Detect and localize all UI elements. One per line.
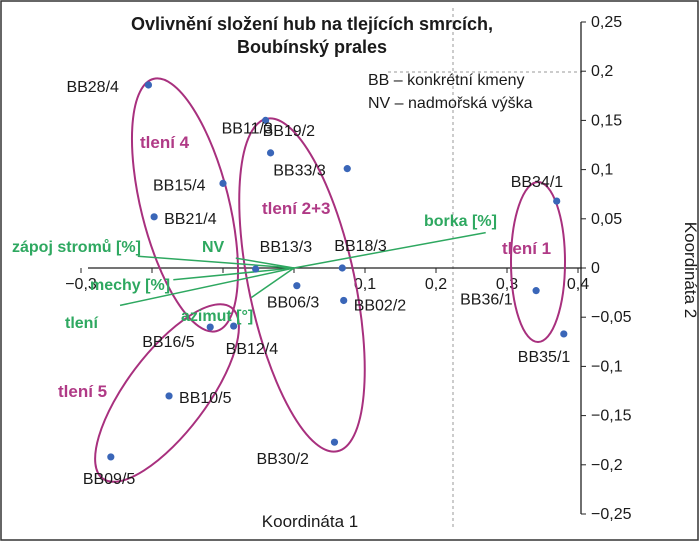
x-axis-title: Koordináta 1 bbox=[262, 512, 358, 531]
data-point bbox=[262, 116, 270, 124]
y-tick-label: 0 bbox=[591, 260, 600, 277]
group-ellipse-tleni-4 bbox=[130, 77, 240, 333]
point-label: BB18/3 bbox=[334, 238, 387, 255]
env-label-zapoj-stromu: zápoj stromů [%] bbox=[12, 239, 141, 256]
group-ellipse-tleni-1 bbox=[510, 181, 566, 343]
point-label: BB30/2 bbox=[256, 451, 309, 468]
point-label: BB06/3 bbox=[267, 295, 320, 312]
x-tick-label: 0,3 bbox=[496, 276, 518, 293]
y-tick-label: −0,2 bbox=[591, 457, 623, 474]
point-label: BB28/4 bbox=[66, 79, 119, 96]
group-label-tleni-2-3: tlení 2+3 bbox=[262, 199, 331, 218]
point-label: BB11/3 bbox=[222, 120, 273, 137]
env-vector-line bbox=[235, 257, 295, 269]
env-vectors bbox=[119, 231, 486, 307]
env-label-mechy: mechy [%] bbox=[90, 277, 170, 294]
data-point bbox=[206, 323, 214, 331]
point-label: BB15/4 bbox=[153, 177, 206, 194]
point-label: BB36/1 bbox=[460, 292, 513, 309]
point-label: BB10/5 bbox=[179, 390, 232, 407]
point-label: BB19/2 bbox=[263, 123, 316, 140]
chart-title-line-2: Boubínský prales bbox=[237, 37, 387, 57]
point-label: BB16/5 bbox=[142, 334, 195, 351]
y-tick-label: 0,05 bbox=[591, 211, 622, 228]
point-label: BB35/1 bbox=[518, 349, 571, 366]
data-point bbox=[330, 438, 339, 446]
x-tick-label: 0,4 bbox=[567, 276, 589, 293]
data-point bbox=[340, 296, 348, 305]
y-tick-label: 0,1 bbox=[591, 162, 613, 179]
data-point bbox=[252, 265, 260, 273]
y-tick-label: −0,05 bbox=[591, 309, 632, 326]
point-label: BB21/4 bbox=[164, 211, 217, 228]
group-ellipse-tleni-5 bbox=[94, 303, 240, 483]
data-point bbox=[150, 213, 158, 221]
env-vector-line bbox=[250, 267, 295, 299]
group-label-tleni-4: tlení 4 bbox=[140, 133, 190, 152]
y-tick-label: 0,25 bbox=[591, 14, 622, 31]
chart-title-line-1: Ovlivnění složení hub na tlejících smrcí… bbox=[131, 14, 493, 34]
axes: −0,3 0,1 0,2 0,3 0,4 0,25 0,2 0,15 0,1 0,05 0 −0,05… bbox=[65, 14, 631, 523]
data-point bbox=[343, 165, 351, 173]
legend-line-2: NV – nadmořská výška bbox=[368, 95, 533, 112]
point-label: BB34/1 bbox=[511, 174, 564, 191]
env-vector-line bbox=[119, 267, 295, 307]
y-tick-label: −0,1 bbox=[591, 358, 623, 375]
y-tick-label: 0,2 bbox=[591, 63, 613, 80]
point-label: BB12/4 bbox=[226, 341, 279, 358]
y-tick-label: −0,25 bbox=[591, 506, 632, 523]
x-tick-label: 0,1 bbox=[354, 276, 376, 293]
env-vector-line bbox=[293, 231, 486, 269]
env-label-nv: NV bbox=[202, 239, 225, 256]
data-point bbox=[230, 322, 238, 330]
group-label-tleni-5: tlení 5 bbox=[58, 382, 107, 401]
data-point bbox=[293, 282, 301, 290]
env-label-tleni: tlení bbox=[65, 315, 98, 332]
env-label-borka: borka [%] bbox=[424, 213, 497, 230]
legend-line-1: BB – konkrétní kmeny bbox=[368, 72, 525, 89]
data-point bbox=[532, 287, 540, 295]
data-point bbox=[560, 330, 568, 338]
data-point bbox=[107, 453, 115, 461]
point-label: BB09/5 bbox=[83, 471, 136, 488]
point-label: BB13/3 bbox=[260, 239, 313, 256]
data-point bbox=[338, 264, 346, 272]
group-label-tleni-1: tlení 1 bbox=[502, 239, 551, 258]
data-point bbox=[266, 149, 275, 157]
env-vector-line bbox=[173, 267, 295, 281]
point-label: BB33/3 bbox=[273, 163, 326, 180]
env-vector-line bbox=[137, 255, 295, 269]
y-axis-title: Koordináta 2 bbox=[681, 222, 700, 318]
data-point bbox=[219, 179, 227, 187]
env-label-azimut: azimut [°] bbox=[181, 308, 253, 325]
y-tick-label: 0,15 bbox=[591, 112, 622, 129]
x-tick-label: −0,3 bbox=[65, 276, 97, 293]
point-label: BB02/2 bbox=[354, 297, 407, 314]
grid-lines bbox=[388, 8, 582, 530]
data-point bbox=[553, 197, 561, 205]
y-tick-label: −0,15 bbox=[591, 408, 632, 425]
data-point bbox=[165, 392, 173, 400]
data-point bbox=[144, 81, 153, 89]
x-tick-label: 0,2 bbox=[425, 276, 447, 293]
